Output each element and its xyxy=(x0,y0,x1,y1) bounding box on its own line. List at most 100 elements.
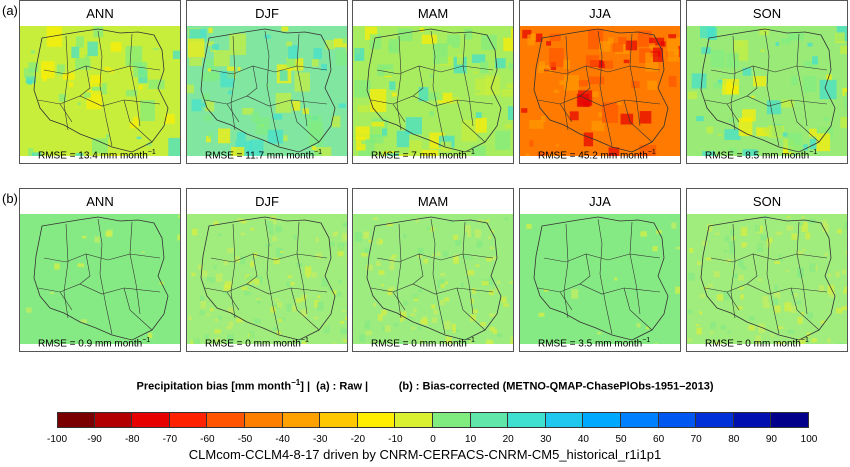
region-border xyxy=(764,30,780,147)
map-cell xyxy=(549,48,564,67)
map-cell xyxy=(280,251,284,254)
map-cell xyxy=(321,277,328,287)
map-cell xyxy=(227,307,235,314)
map-cell xyxy=(509,281,513,284)
colorbar-tick-label: -10 xyxy=(388,434,403,445)
map-cell xyxy=(612,43,624,53)
map-cell xyxy=(797,270,803,278)
map-cell xyxy=(314,299,320,308)
map-cell xyxy=(286,281,291,287)
map-cell xyxy=(791,233,797,240)
map-cell xyxy=(460,282,464,288)
map-cell xyxy=(125,89,137,97)
region-border xyxy=(579,253,591,285)
panel-title: MAM xyxy=(417,194,449,209)
map-cell xyxy=(741,242,747,248)
map-cell xyxy=(315,237,319,242)
map-cell xyxy=(489,246,494,250)
map-cell xyxy=(388,39,400,54)
map-cell xyxy=(361,252,368,257)
map-cell xyxy=(312,59,319,67)
map-cell xyxy=(223,260,228,266)
region-border xyxy=(629,221,641,315)
map-cell xyxy=(696,327,702,335)
map-cell xyxy=(707,27,717,40)
map-cell xyxy=(802,221,806,226)
region-border xyxy=(764,218,780,335)
map-cell xyxy=(286,59,296,68)
map-cell xyxy=(488,277,495,286)
map-cell xyxy=(267,228,271,230)
map-cell xyxy=(697,260,701,266)
map-cell xyxy=(386,222,393,227)
map-cell xyxy=(785,270,790,273)
map-cell xyxy=(597,331,602,335)
map-cell xyxy=(823,117,829,121)
map-cell xyxy=(491,256,497,261)
map-cell xyxy=(290,281,295,286)
map-cell xyxy=(342,232,347,241)
map-cell xyxy=(223,291,228,295)
map-cell xyxy=(397,28,413,41)
map-cell xyxy=(52,266,56,271)
map-cell xyxy=(787,132,802,153)
map-cell xyxy=(840,116,847,129)
region-border xyxy=(296,33,308,127)
region-border xyxy=(392,103,406,123)
map-cell xyxy=(696,116,704,122)
region-border xyxy=(43,65,161,75)
map-cell xyxy=(506,83,513,89)
map-cell xyxy=(228,90,232,95)
map-a-son xyxy=(687,26,847,156)
region-border xyxy=(537,283,661,295)
map-cell xyxy=(381,283,385,287)
map-cell xyxy=(444,320,451,330)
map-cell xyxy=(794,293,798,297)
map-cell xyxy=(710,49,725,68)
map-cell xyxy=(342,36,347,44)
map-cell xyxy=(827,338,831,343)
map-cell xyxy=(510,336,513,339)
country-outline xyxy=(533,216,669,341)
map-cell xyxy=(256,298,261,304)
colorbar-tick-label: -60 xyxy=(200,434,215,445)
rmse-label: RMSE = 0 mm month−1 xyxy=(205,336,309,349)
map-cell xyxy=(228,321,234,327)
map-cell xyxy=(701,47,711,54)
map-cell xyxy=(311,146,317,151)
map-cell xyxy=(218,315,222,320)
map-cell xyxy=(317,295,321,299)
map-cell xyxy=(338,103,347,109)
map-b-son xyxy=(687,214,847,344)
map-cell xyxy=(419,319,426,324)
map-cell xyxy=(766,237,773,243)
map-cell xyxy=(84,55,90,59)
map-cell xyxy=(620,113,634,125)
map-cell xyxy=(152,49,162,57)
map-cell xyxy=(213,264,217,270)
map-cell xyxy=(389,81,396,90)
map-cell xyxy=(808,148,812,152)
colorbar-cell xyxy=(57,412,95,428)
colorbar-cell xyxy=(771,412,809,428)
map-cell xyxy=(278,318,283,323)
map-cell xyxy=(28,148,34,156)
map-cell xyxy=(75,153,84,156)
panel-title: DJF xyxy=(255,6,279,21)
map-cell xyxy=(599,41,611,52)
map-cell xyxy=(393,322,399,327)
map-cell xyxy=(647,80,658,90)
map-cell xyxy=(314,146,332,156)
map-cell xyxy=(501,88,513,97)
map-cell xyxy=(323,325,330,334)
map-cell xyxy=(444,281,449,285)
map-cell xyxy=(453,257,459,264)
map-cell xyxy=(429,74,433,78)
map-cell xyxy=(748,325,755,331)
region-border xyxy=(710,65,828,75)
colorbar-cell xyxy=(470,412,509,428)
map-cell xyxy=(526,223,532,229)
map-cell xyxy=(590,217,594,222)
region-border xyxy=(559,103,573,123)
map-cell xyxy=(775,231,783,236)
